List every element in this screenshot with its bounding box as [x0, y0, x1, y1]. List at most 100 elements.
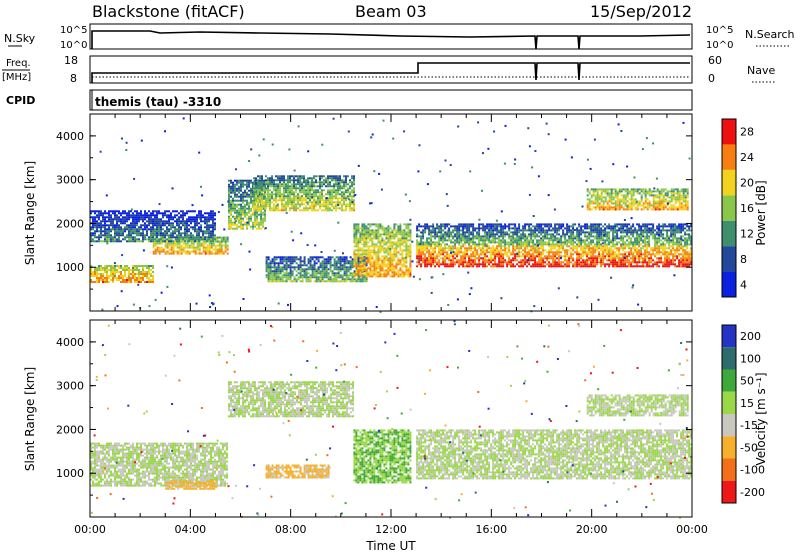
echo-cell	[678, 261, 681, 264]
echo-cell	[210, 246, 213, 249]
echo-cell	[281, 193, 283, 196]
echo-cell	[361, 263, 364, 266]
echo-cell	[416, 245, 419, 248]
echo-cell	[178, 222, 180, 225]
echo-cell	[383, 249, 386, 252]
echo-cell	[285, 185, 287, 188]
echo-cell	[275, 270, 278, 273]
echo-cell	[540, 257, 543, 260]
echo-cell	[343, 199, 345, 202]
echo-cell	[230, 181, 232, 184]
echo-cell	[313, 260, 316, 263]
echo-cell	[422, 225, 425, 228]
echo-cell	[606, 255, 609, 258]
echo-cell	[327, 272, 330, 275]
echo-cell	[325, 280, 328, 283]
echo-cell	[136, 234, 138, 237]
echo-cell	[586, 251, 589, 254]
echo-cell	[436, 261, 439, 264]
echo-cell	[281, 256, 284, 259]
echo-cell	[482, 251, 485, 254]
echo-cell	[351, 183, 353, 186]
echo-cell	[337, 260, 340, 263]
echo-cell	[293, 183, 295, 186]
echo-cell	[102, 212, 104, 215]
echo-cell	[391, 229, 394, 232]
echo-cell	[528, 245, 531, 248]
echo-cell	[122, 210, 124, 213]
echo-cell	[184, 234, 186, 237]
echo-cell	[248, 189, 250, 192]
echo-cell	[339, 280, 342, 283]
echo-cell	[580, 265, 583, 268]
echo-cell	[240, 193, 242, 196]
echo-cell	[403, 261, 406, 264]
echo-cell	[558, 247, 561, 250]
echo-cell	[200, 252, 203, 255]
echo-cell	[363, 269, 366, 272]
echo-cell	[168, 228, 170, 231]
echo-cell	[277, 207, 279, 210]
echo-cell	[259, 183, 261, 186]
echo-cell	[397, 269, 400, 272]
echo-cell	[253, 185, 255, 188]
echo-cell	[353, 207, 355, 210]
echo-cell	[369, 251, 372, 254]
echo-cell	[586, 253, 589, 256]
echo-cell	[383, 259, 386, 262]
echo-cell	[291, 207, 293, 210]
echo-cell	[162, 236, 164, 239]
echo-cell	[428, 231, 431, 234]
echo-cell	[160, 240, 162, 243]
echo-cell	[96, 210, 98, 213]
echo-cell	[682, 245, 685, 248]
echo-cell	[166, 226, 168, 229]
echo-cell	[494, 263, 497, 266]
echo-cell	[279, 187, 281, 190]
echo-cell	[490, 265, 493, 268]
echo-cell	[648, 265, 651, 268]
echo-cell	[486, 251, 489, 254]
echo-cell	[269, 268, 272, 271]
echo-cell	[180, 238, 182, 241]
echo-cell	[409, 271, 412, 274]
echo-cell	[317, 195, 319, 198]
echo-cell	[424, 227, 427, 230]
echo-cell	[464, 233, 467, 236]
echo-cell	[588, 251, 591, 254]
echo-cell	[106, 271, 108, 273]
echo-cell	[228, 179, 230, 182]
echo-cell	[542, 247, 545, 250]
echo-cell	[329, 191, 331, 194]
echo-cell	[357, 258, 360, 261]
echo-cell	[530, 253, 533, 256]
echo-cell	[303, 197, 305, 200]
echo-cell	[486, 259, 489, 262]
echo-cell	[335, 266, 338, 269]
echo-cell	[468, 245, 471, 248]
echo-cell	[102, 224, 104, 227]
echo-cell	[275, 268, 278, 271]
echo-cell	[393, 243, 396, 246]
echo-cell	[232, 203, 234, 206]
echo-cell	[200, 224, 202, 227]
echo-cell	[558, 259, 561, 262]
echo-cell	[325, 266, 328, 269]
echo-cell	[420, 239, 423, 242]
echo-cell	[108, 238, 110, 241]
echo-cell	[238, 209, 240, 212]
echo-cell	[464, 227, 467, 230]
echo-cell	[100, 269, 102, 271]
echo-cell	[331, 280, 334, 283]
echo-cell	[108, 224, 110, 227]
echo-cell	[422, 231, 425, 234]
echo-cell	[582, 245, 585, 248]
echo-cell	[172, 246, 175, 249]
echo-cell	[168, 230, 170, 233]
echo-cell	[100, 275, 102, 277]
echo-cell	[128, 212, 130, 215]
echo-cell	[546, 255, 549, 258]
echo-cell	[134, 220, 136, 223]
echo-cell	[552, 261, 555, 264]
echo-cell	[428, 263, 431, 266]
